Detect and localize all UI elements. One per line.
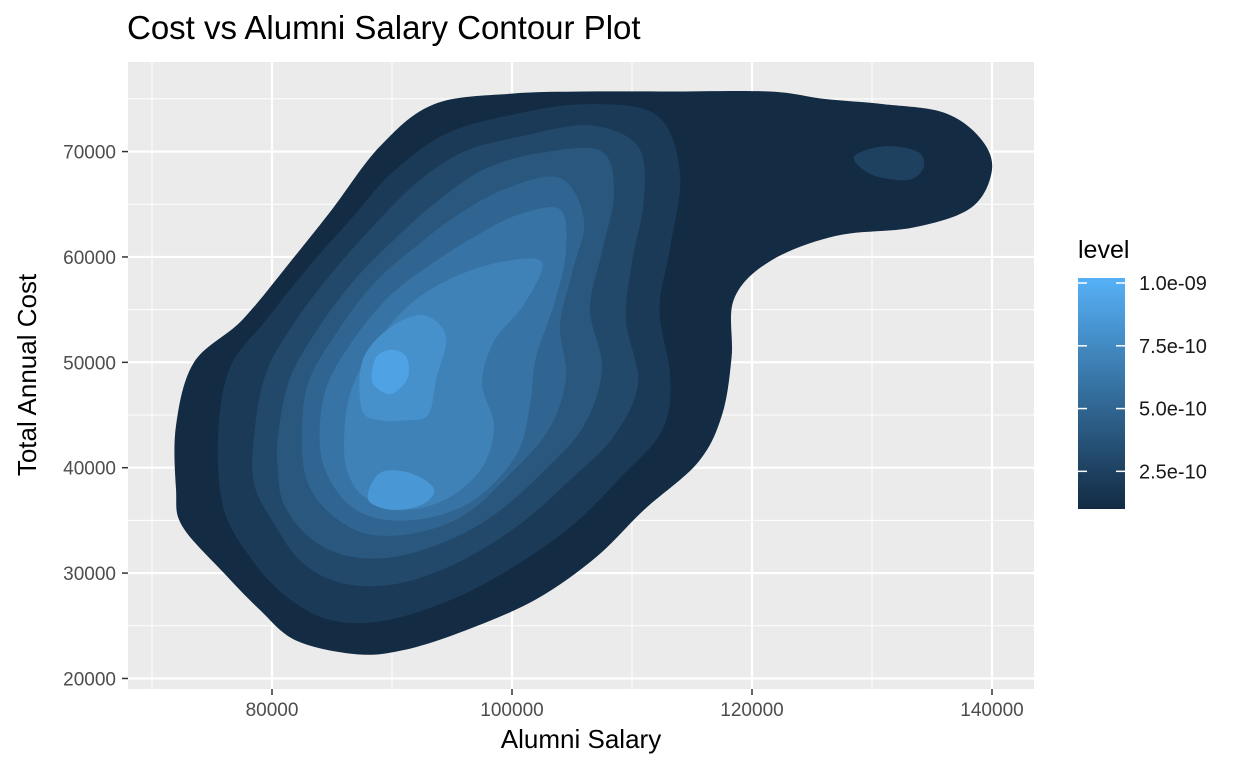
legend-label: 5.0e-10 [1139,399,1207,421]
chart-title: Cost vs Alumni Salary Contour Plot [127,9,641,46]
legend-ticks: 1.0e-09 7.5e-10 5.0e-10 2.5e-10 [1078,273,1207,483]
legend-label: 1.0e-09 [1139,273,1207,295]
legend-colorbar [1078,278,1125,509]
density-contours [174,90,993,655]
contour-band [853,146,925,181]
x-tick-label: 80000 [246,700,299,721]
x-tick-label: 100000 [480,700,543,721]
y-tick-label: 70000 [63,143,116,164]
y-axis: 20000 30000 40000 50000 60000 70000 [63,143,128,690]
contour-band [367,470,435,511]
legend: level 1.0e-09 7.5e-10 5.0e-10 2.5e-10 [1078,236,1207,509]
x-tick-label: 120000 [720,700,783,721]
y-axis-title: Total Annual Cost [12,273,42,476]
contour-band [344,258,543,510]
legend-label: 2.5e-10 [1139,461,1207,483]
x-tick-label: 140000 [960,700,1023,721]
x-axis: 80000 100000 120000 140000 [246,689,1024,721]
y-tick-label: 30000 [63,564,116,585]
y-tick-label: 60000 [63,248,116,269]
y-tick-label: 50000 [63,353,116,374]
legend-label: 7.5e-10 [1139,336,1207,358]
x-axis-title: Alumni Salary [501,724,661,754]
y-tick-label: 20000 [63,669,116,690]
contour-band [371,349,409,395]
y-tick-label: 40000 [63,459,116,480]
legend-title: level [1078,236,1129,264]
